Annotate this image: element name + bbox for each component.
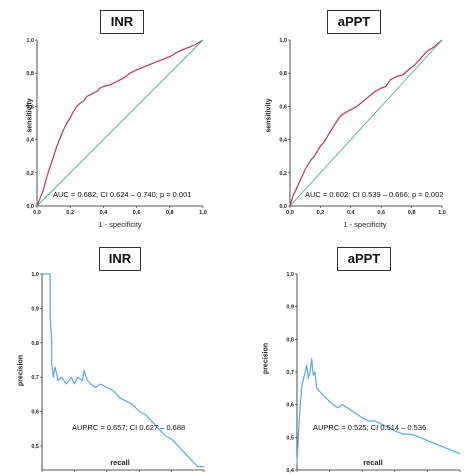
x-axis-label: recall [110, 458, 130, 467]
y-tick-label: 1,0 [26, 38, 34, 44]
chart-title: aPPT [327, 10, 381, 34]
y-tick-label: 0,6 [26, 104, 34, 110]
y-tick-label: 0,5 [31, 444, 39, 450]
chart-title: aPPT [337, 247, 391, 271]
chart-panel-appt-pr: aPPT precision 0,00,20,40,60,81,00,40,50… [237, 237, 474, 474]
chart-annotation: AUPRC = 0.525; CI 0.514 – 0.536 [313, 423, 427, 432]
y-tick-label: 0,4 [286, 468, 295, 474]
y-tick-label: 0,8 [279, 71, 287, 77]
x-axis-label: recall [363, 458, 383, 467]
chart-panel-inr-pr: INR precision 0,00,20,40,60,81,00,50,60,… [0, 237, 237, 474]
x-tick-label: 1,0 [438, 210, 446, 216]
y-tick-label: 0,8 [26, 71, 34, 77]
x-tick-label: 0,4 [347, 210, 356, 216]
chart-title: INR [99, 247, 141, 271]
series-line-0 [36, 39, 204, 207]
y-tick-label: 0,2 [279, 171, 287, 177]
y-tick-label: 0,4 [26, 138, 35, 144]
series-line-0 [289, 39, 443, 207]
x-axis-label: 1 - specificity [98, 220, 142, 229]
x-tick-label: 0,6 [133, 210, 141, 216]
y-tick-label: 0,7 [286, 370, 294, 376]
x-tick-label: 0,6 [377, 210, 385, 216]
y-tick-label: 0,6 [31, 410, 39, 416]
x-tick-label: 1,0 [199, 210, 207, 216]
x-tick-label: 0,0 [33, 210, 41, 216]
x-tick-label: 0,2 [317, 210, 325, 216]
series-line-0 [296, 358, 461, 464]
x-tick-label: 0,8 [166, 210, 174, 216]
x-tick-label: 0,4 [100, 210, 109, 216]
y-tick-label: 0,6 [279, 104, 287, 110]
y-tick-label: 0,9 [31, 306, 39, 312]
y-tick-label: 1,0 [279, 38, 287, 44]
series-line-1 [289, 39, 443, 207]
x-tick-label: 0,0 [286, 210, 294, 216]
y-tick-label: 0,7 [31, 375, 39, 381]
y-tick-label: 1,0 [286, 272, 294, 278]
roc-plot-inr: 0,0 0,2 0,4 0,6 0,8 1,0 0,0 0,2 0,4 0,6 0,8 1,0 [26, 38, 207, 216]
x-tick-label: 0,2 [66, 210, 74, 216]
chart-annotation: AUC = 0.682; CI 0.624 – 0.740; p = 0.001 [53, 190, 192, 199]
pr-plot-inr: 0,00,20,40,60,81,00,50,60,70,80,91,0 [31, 272, 205, 472]
y-tick-label: 0,2 [26, 171, 34, 177]
y-tick-label: 0,9 [286, 305, 294, 311]
chart-title: INR [100, 10, 144, 34]
chart-panel-appt-roc: aPPT sensitivity 0,0 0,2 0,4 0,6 0,8 1,0 0,0 0,… [237, 0, 474, 237]
y-tick-label: 1,0 [31, 272, 39, 278]
series-line-1 [36, 39, 204, 207]
y-tick-label: 0,8 [286, 337, 294, 343]
chart-annotation: AUPRC = 0.657; CI 0.627 – 0.688 [72, 423, 186, 432]
x-axis-label: 1 - specificity [343, 220, 387, 229]
y-tick-label: 0,0 [26, 204, 34, 210]
series-line-0 [42, 273, 204, 468]
y-tick-label: 0,4 [279, 138, 288, 144]
roc-plot-appt: 0,0 0,2 0,4 0,6 0,8 1,0 0,0 0,2 0,4 0,6 0,8 1,0 [279, 38, 446, 216]
y-tick-label: 0,6 [286, 403, 294, 409]
chart-panel-inr-roc: INR sensitivity 0,0 0,2 0,4 0,6 0,8 1,0 0,0 0,2… [0, 0, 237, 237]
x-tick-label: 0,8 [408, 210, 416, 216]
pr-plot-appt: 0,00,20,40,60,81,00,40,50,60,70,80,91,0 [286, 272, 461, 474]
chart-annotation: AUC = 0.602; CI 0.539 – 0.666; p = 0.002 [305, 190, 444, 199]
y-tick-label: 0,0 [279, 204, 287, 210]
y-tick-label: 0,8 [31, 341, 39, 347]
y-tick-label: 0,5 [286, 435, 294, 441]
